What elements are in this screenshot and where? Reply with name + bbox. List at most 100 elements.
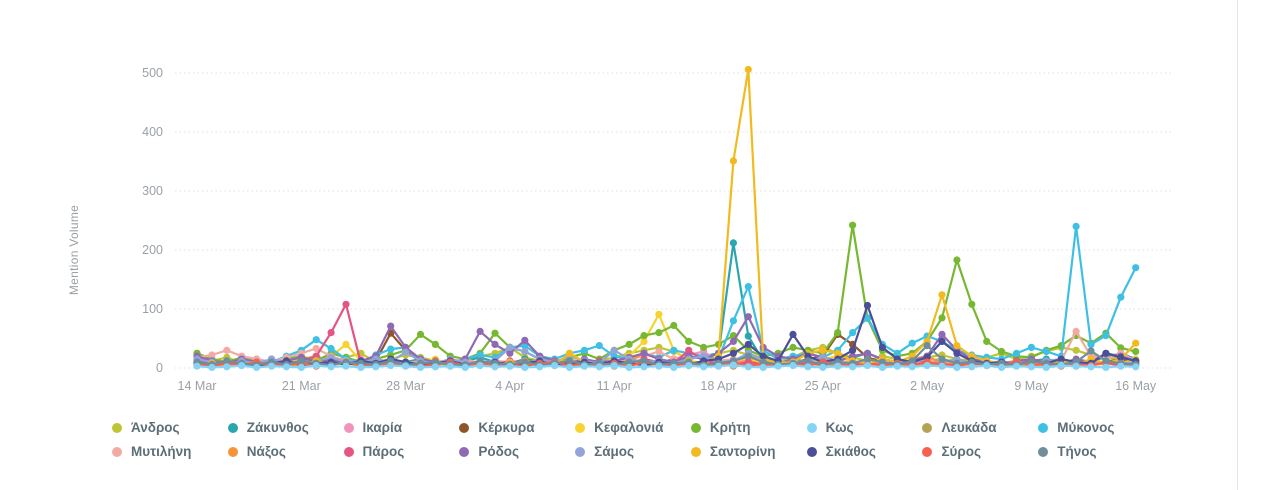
legend-item-Μύκονος[interactable]: Μύκονος bbox=[1038, 417, 1154, 438]
data-point[interactable] bbox=[1042, 347, 1050, 356]
data-point[interactable] bbox=[238, 362, 246, 370]
data-point[interactable] bbox=[402, 362, 410, 370]
data-point[interactable] bbox=[1057, 362, 1065, 370]
data-point[interactable] bbox=[327, 363, 335, 371]
data-point[interactable] bbox=[223, 357, 231, 365]
data-point[interactable] bbox=[223, 363, 231, 371]
data-point[interactable] bbox=[908, 357, 916, 365]
data-point[interactable] bbox=[804, 357, 812, 365]
legend-item-Κεφαλονιά[interactable]: Κεφαλονιά bbox=[575, 417, 691, 438]
legend-item-Νάξος[interactable]: Νάξος bbox=[227, 441, 344, 462]
legend-item-Πάρος[interactable]: Πάρος bbox=[343, 441, 460, 462]
data-point[interactable] bbox=[834, 362, 842, 370]
data-point[interactable] bbox=[625, 340, 633, 348]
data-point[interactable] bbox=[819, 363, 827, 371]
data-point[interactable] bbox=[655, 362, 663, 370]
data-point[interactable] bbox=[461, 363, 469, 371]
data-point[interactable] bbox=[759, 352, 767, 360]
data-point[interactable] bbox=[968, 300, 976, 308]
data-point[interactable] bbox=[908, 339, 916, 347]
data-point[interactable] bbox=[1117, 362, 1125, 370]
data-point[interactable] bbox=[521, 363, 529, 371]
data-point[interactable] bbox=[342, 362, 350, 370]
legend-item-Μυτιλήνη[interactable]: Μυτιλήνη bbox=[112, 441, 228, 462]
data-point[interactable] bbox=[267, 362, 276, 370]
legend-item-Ικαρία[interactable]: Ικαρία bbox=[343, 417, 460, 438]
data-point[interactable] bbox=[565, 363, 574, 371]
data-point[interactable] bbox=[789, 330, 797, 338]
legend-item-Τήνος[interactable]: Τήνος bbox=[1038, 441, 1154, 462]
legend-item-Λευκάδα[interactable]: Λευκάδα bbox=[922, 417, 1038, 438]
line-chart-plot-area[interactable] bbox=[170, 58, 1180, 388]
data-point[interactable] bbox=[372, 363, 380, 371]
data-point[interactable] bbox=[282, 363, 290, 371]
legend-item-Κρήτη[interactable]: Κρήτη bbox=[690, 417, 807, 438]
data-point[interactable] bbox=[297, 363, 305, 371]
data-point[interactable] bbox=[938, 362, 946, 370]
data-point[interactable] bbox=[1012, 349, 1021, 357]
data-point[interactable] bbox=[610, 346, 618, 354]
data-point[interactable] bbox=[700, 363, 708, 371]
data-point[interactable] bbox=[744, 363, 752, 371]
data-point[interactable] bbox=[327, 329, 335, 337]
data-point[interactable] bbox=[506, 343, 514, 351]
data-point[interactable] bbox=[729, 349, 738, 357]
data-point[interactable] bbox=[655, 347, 663, 356]
data-point[interactable] bbox=[729, 337, 738, 345]
data-point[interactable] bbox=[595, 363, 603, 371]
data-point[interactable] bbox=[446, 362, 454, 370]
data-point[interactable] bbox=[849, 221, 857, 229]
data-point[interactable] bbox=[387, 362, 395, 370]
data-point[interactable] bbox=[789, 362, 797, 370]
data-point[interactable] bbox=[387, 345, 395, 353]
data-point[interactable] bbox=[1042, 363, 1050, 371]
data-point[interactable] bbox=[983, 337, 991, 345]
data-point[interactable] bbox=[655, 329, 663, 337]
data-point[interactable] bbox=[1102, 363, 1110, 371]
legend-item-Σαντορίνη[interactable]: Σαντορίνη bbox=[690, 441, 807, 462]
data-point[interactable] bbox=[625, 363, 633, 371]
data-point[interactable] bbox=[744, 65, 752, 74]
data-point[interactable] bbox=[253, 363, 261, 371]
data-point[interactable] bbox=[878, 363, 887, 371]
data-point[interactable] bbox=[297, 357, 305, 365]
data-point[interactable] bbox=[1087, 340, 1095, 348]
data-point[interactable] bbox=[1117, 293, 1125, 301]
data-point[interactable] bbox=[685, 346, 693, 354]
data-point[interactable] bbox=[685, 362, 693, 370]
data-point[interactable] bbox=[416, 363, 425, 371]
legend-item-Κως[interactable]: Κως bbox=[806, 417, 923, 438]
data-point[interactable] bbox=[863, 355, 872, 363]
data-point[interactable] bbox=[863, 314, 872, 322]
data-point[interactable] bbox=[580, 362, 588, 370]
data-point[interactable] bbox=[714, 362, 723, 370]
legend-item-Σύρος[interactable]: Σύρος bbox=[922, 441, 1038, 462]
series-Κως[interactable] bbox=[193, 361, 1140, 372]
legend-item-Άνδρος[interactable]: Άνδρος bbox=[112, 417, 228, 438]
data-point[interactable] bbox=[312, 362, 320, 370]
data-point[interactable] bbox=[223, 346, 231, 354]
data-point[interactable] bbox=[953, 363, 961, 371]
data-point[interactable] bbox=[655, 310, 663, 318]
data-point[interactable] bbox=[744, 283, 752, 291]
data-point[interactable] bbox=[476, 362, 484, 370]
data-point[interactable] bbox=[342, 340, 350, 348]
data-point[interactable] bbox=[536, 363, 544, 371]
data-point[interactable] bbox=[968, 363, 976, 371]
legend-item-Ρόδος[interactable]: Ρόδος bbox=[459, 441, 575, 462]
data-point[interactable] bbox=[863, 301, 872, 310]
data-point[interactable] bbox=[640, 349, 648, 357]
data-point[interactable] bbox=[521, 358, 529, 366]
data-point[interactable] bbox=[893, 362, 901, 370]
data-point[interactable] bbox=[983, 362, 991, 370]
data-point[interactable] bbox=[1027, 343, 1035, 351]
legend-item-Σάμος[interactable]: Σάμος bbox=[575, 441, 691, 462]
series-Κρήτη[interactable] bbox=[193, 221, 1140, 367]
data-point[interactable] bbox=[849, 346, 857, 354]
data-point[interactable] bbox=[938, 314, 946, 322]
data-point[interactable] bbox=[729, 317, 738, 325]
data-point[interactable] bbox=[878, 358, 887, 366]
legend-item-Σκιάθος[interactable]: Σκιάθος bbox=[806, 441, 923, 462]
data-point[interactable] bbox=[729, 157, 738, 165]
data-point[interactable] bbox=[744, 332, 752, 340]
